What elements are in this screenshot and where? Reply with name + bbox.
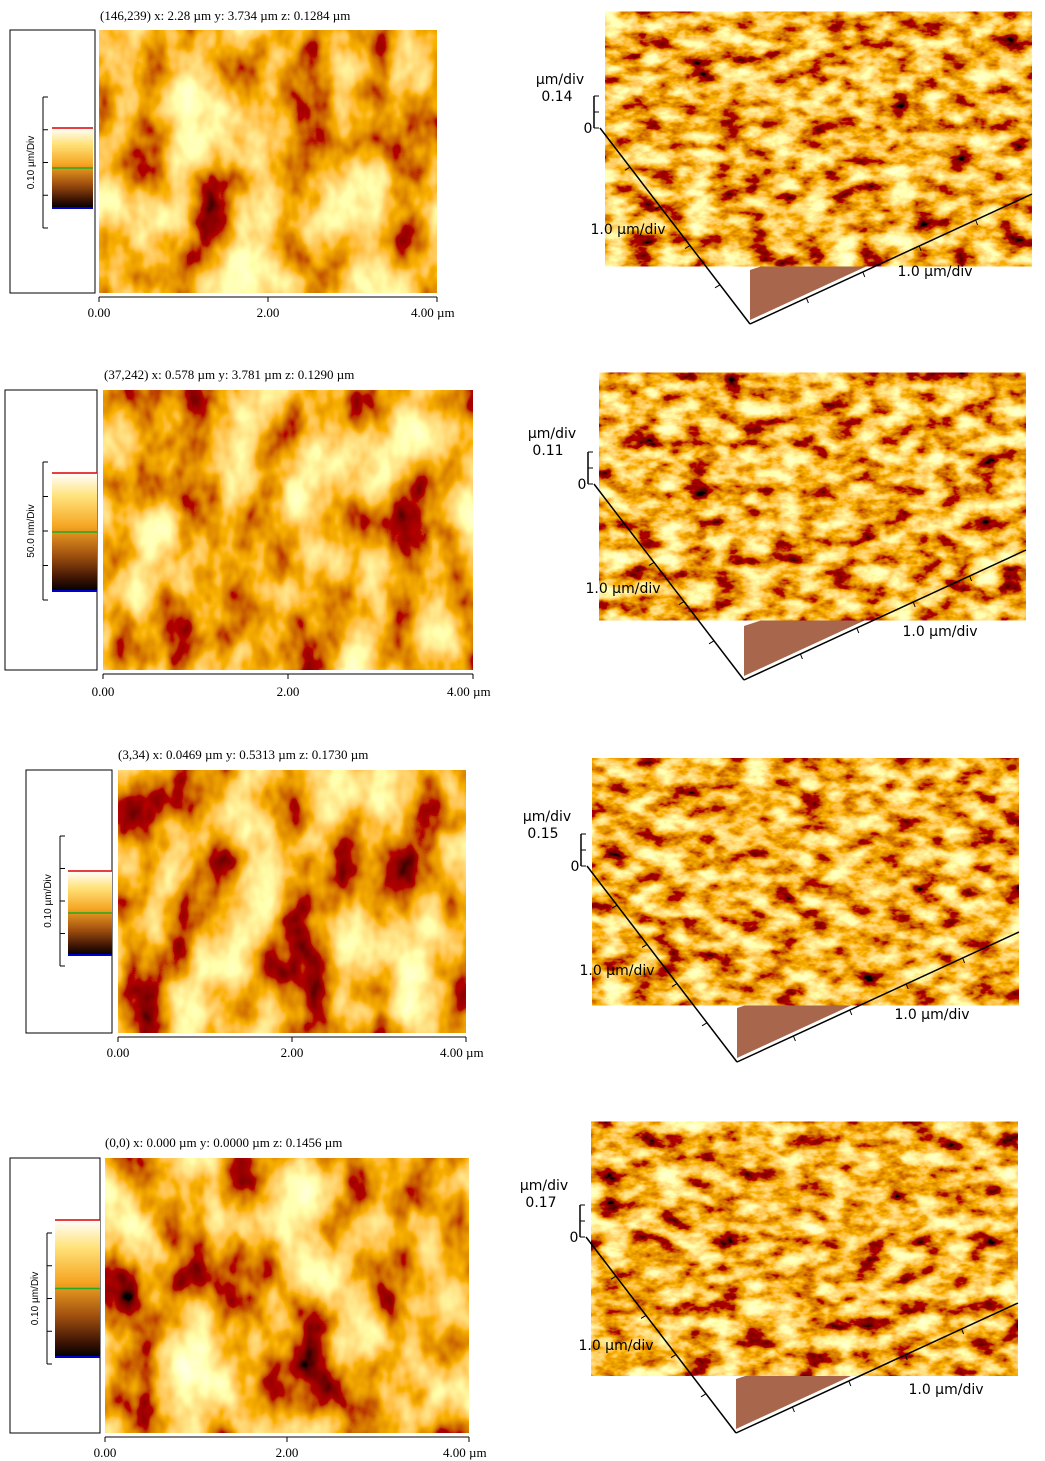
axis-tick xyxy=(800,654,802,659)
x-tick-label: 4.00 µm xyxy=(447,684,491,699)
axis-tick xyxy=(671,1355,676,1358)
x-scale-label: 1.0 µm/div xyxy=(578,1338,653,1354)
axis-tick xyxy=(963,958,965,963)
axis-tick xyxy=(612,905,617,908)
y-scale-label: 1.0 µm/div xyxy=(908,1382,983,1398)
x-tick-label: 2.00 xyxy=(276,1445,299,1460)
x-tick-label: 4.00 µm xyxy=(411,305,455,320)
x-tick-label: 0.00 xyxy=(92,684,115,699)
colorbar-label: 50.0 nm/Div xyxy=(26,504,37,557)
z-zero: 0 xyxy=(571,859,580,875)
axis-tick xyxy=(849,1381,851,1386)
z-unit: µm/div xyxy=(523,809,571,825)
z-max: 0.14 xyxy=(541,89,572,105)
axis-tick xyxy=(701,1394,706,1397)
axis-tick xyxy=(715,285,720,288)
axis-tick xyxy=(641,1315,646,1318)
cursor-readout: (3,34) x: 0.0469 µm y: 0.5313 µm z: 0.17… xyxy=(118,747,368,762)
axis-tick xyxy=(672,984,677,987)
z-zero: 0 xyxy=(578,477,587,493)
axis-tick xyxy=(857,628,859,633)
x-tick-label: 0.00 xyxy=(94,1445,117,1460)
axis-tick xyxy=(702,1023,707,1026)
afm-height-image xyxy=(105,1158,469,1433)
axis-tick xyxy=(655,206,660,209)
axis-tick xyxy=(619,523,624,526)
y-scale-label: 1.0 µm/div xyxy=(897,264,972,280)
y-scale-label: 1.0 µm/div xyxy=(902,624,977,640)
surface-3d xyxy=(592,758,1019,1005)
afm-row: (0,0) x: 0.000 µm y: 0.0000 µm z: 0.1456… xyxy=(10,1122,1018,1460)
afm-row: (146,239) x: 2.28 µm y: 3.734 µm z: 0.12… xyxy=(10,8,1032,324)
colorbar-label: 0.10 µm/Div xyxy=(30,1272,41,1326)
axis-tick xyxy=(913,602,915,607)
axis-tick xyxy=(906,984,908,989)
axis-tick xyxy=(625,167,630,170)
cursor-readout: (37,242) x: 0.578 µm y: 3.781 µm z: 0.12… xyxy=(104,367,354,382)
z-max: 0.11 xyxy=(532,443,563,459)
colorbar-label: 0.10 µm/Div xyxy=(26,136,37,190)
axis-tick xyxy=(806,298,808,303)
surface-3d xyxy=(591,1122,1018,1376)
axis-tick xyxy=(976,220,978,225)
x-tick-label: 2.00 xyxy=(257,305,280,320)
surface-3d xyxy=(605,12,1032,266)
afm-height-image xyxy=(118,770,466,1033)
axis-tick xyxy=(792,1407,794,1412)
axis-tick xyxy=(863,272,865,277)
colorbar-label: 0.10 µm/Div xyxy=(43,874,54,928)
z-zero: 0 xyxy=(570,1230,579,1246)
axis-tick xyxy=(679,602,684,605)
x-tick-label: 0.00 xyxy=(107,1045,130,1060)
axis-tick xyxy=(685,246,690,249)
axis-tick xyxy=(793,1036,795,1041)
afm-row: (37,242) x: 0.578 µm y: 3.781 µm z: 0.12… xyxy=(5,367,1026,699)
z-max: 0.17 xyxy=(525,1195,556,1211)
axis-tick xyxy=(642,944,647,947)
afm-height-image xyxy=(103,390,473,670)
x-scale-label: 1.0 µm/div xyxy=(585,581,660,597)
axis-tick xyxy=(962,1329,964,1334)
x-scale-label: 1.0 µm/div xyxy=(579,963,654,979)
axis-tick xyxy=(850,1010,852,1015)
cursor-readout: (0,0) x: 0.000 µm y: 0.0000 µm z: 0.1456… xyxy=(105,1135,342,1150)
axis-tick xyxy=(649,562,654,565)
afm-height-image xyxy=(99,30,437,293)
x-scale-label: 1.0 µm/div xyxy=(590,222,665,238)
z-max: 0.15 xyxy=(527,826,558,842)
axis-tick xyxy=(611,1276,616,1279)
y-scale-label: 1.0 µm/div xyxy=(894,1007,969,1023)
cursor-readout: (146,239) x: 2.28 µm y: 3.734 µm z: 0.12… xyxy=(100,8,350,23)
surface-3d xyxy=(599,373,1026,620)
z-unit: µm/div xyxy=(528,426,576,442)
x-tick-label: 0.00 xyxy=(88,305,111,320)
x-tick-label: 4.00 µm xyxy=(440,1045,484,1060)
figure: (146,239) x: 2.28 µm y: 3.734 µm z: 0.12… xyxy=(0,0,1045,1461)
x-tick-label: 2.00 xyxy=(277,684,300,699)
axis-tick xyxy=(905,1355,907,1360)
z-unit: µm/div xyxy=(520,1178,568,1194)
x-tick-label: 2.00 xyxy=(281,1045,304,1060)
x-tick-label: 4.00 µm xyxy=(443,1445,487,1460)
axis-tick xyxy=(709,641,714,644)
axis-tick xyxy=(919,246,921,251)
afm-row: (3,34) x: 0.0469 µm y: 0.5313 µm z: 0.17… xyxy=(26,747,1019,1062)
z-unit: µm/div xyxy=(536,72,584,88)
axis-tick xyxy=(970,576,972,581)
z-zero: 0 xyxy=(584,121,593,137)
